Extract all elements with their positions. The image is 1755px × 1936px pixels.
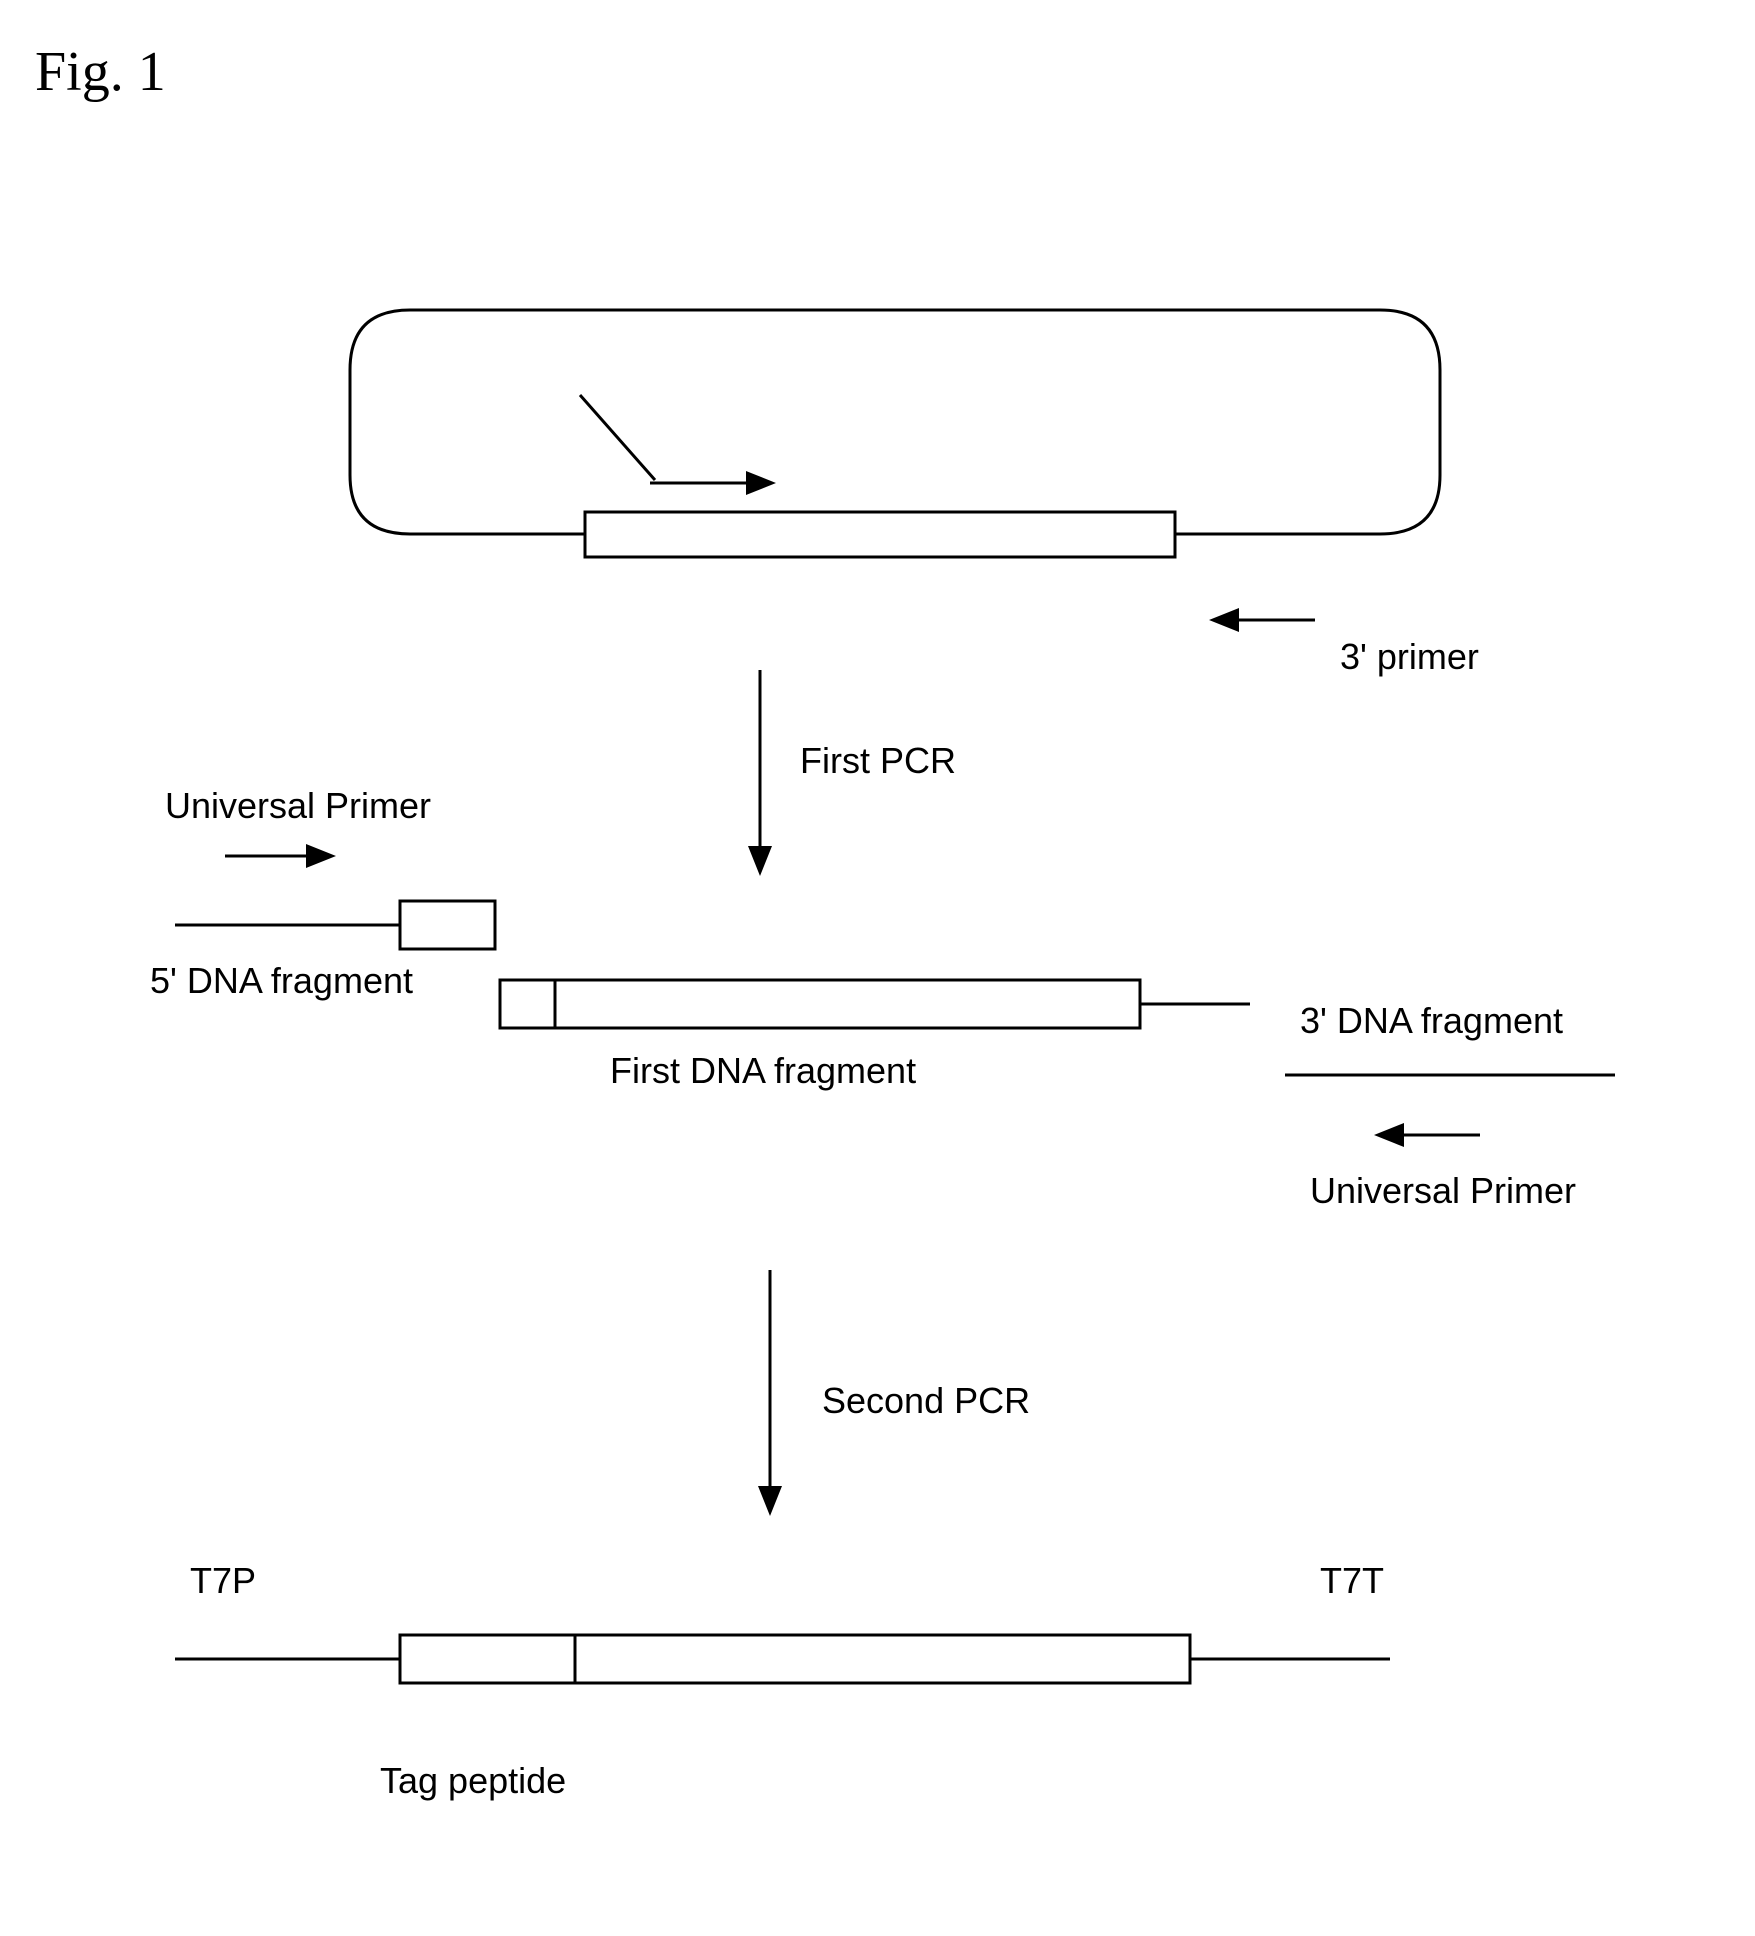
gene-box-plasmid (585, 512, 1175, 557)
final-box (400, 1635, 1190, 1683)
first-frag-box (500, 980, 1140, 1028)
diagram-svg (0, 0, 1755, 1936)
frag5-box (400, 901, 495, 949)
